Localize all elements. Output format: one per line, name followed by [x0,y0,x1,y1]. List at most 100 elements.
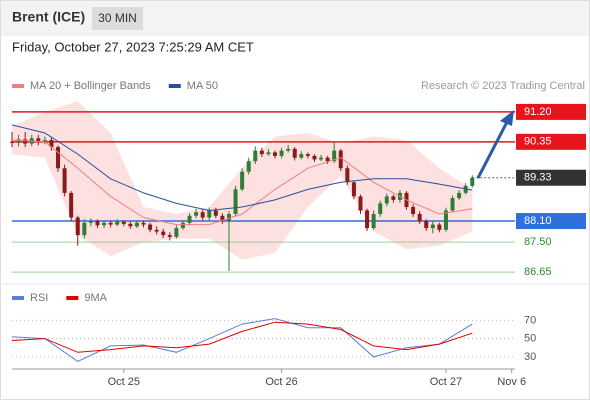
candle-body [141,222,146,225]
level-label: 89.33 [524,172,552,184]
candle-body [253,150,258,162]
candle-body [233,189,238,214]
candle-body [226,213,231,222]
candle-body [161,231,166,236]
candle-body [358,196,363,211]
level-label: 86.65 [524,266,552,278]
candle-body [167,235,172,237]
candle-body [457,192,462,199]
candle-body [82,222,87,236]
candle-body [49,140,54,148]
candle-body [220,215,225,222]
candle-body [391,196,396,200]
candle-body [213,210,218,216]
candle-body [154,229,159,232]
series-line [11,318,473,362]
candle-body [443,210,448,230]
candle-body [10,141,14,143]
candle-body [259,150,264,155]
y-tick-label: 30 [524,351,536,363]
legend-label: 9MA [84,292,107,304]
candle-body [371,213,376,229]
x-tick-label: Oct 26 [265,376,297,388]
level-label: 91.20 [524,106,552,118]
candle-body [62,168,67,193]
header-bar [0,0,590,36]
candle-body [75,217,80,236]
subtitle: Friday, October 27, 2023 7:25:29 AM CET [12,39,254,54]
y-tick-label: 50 [524,333,536,345]
legend-swatch [66,296,79,300]
candle-body [56,147,61,169]
candle-body [378,203,383,214]
candle-body [312,155,317,160]
candle-body [200,212,205,218]
candle-body [450,198,455,211]
source: Research © 2023 Trading Central [421,80,585,92]
candle-body [95,221,100,226]
legend-label: RSI [30,292,48,304]
candle-body [384,196,389,204]
series-line [11,139,473,226]
candle-body [325,157,330,162]
candle-body [351,182,356,197]
candle-body [174,228,179,237]
candle-body [23,139,28,144]
candle-body [240,171,245,190]
candle-body [430,224,435,229]
candle-body [115,221,120,225]
forecast-arrowhead [500,110,514,126]
candle-body [437,224,442,230]
candle-body [305,154,310,156]
level-label: 88.10 [524,215,552,227]
timeframe: 30 MIN [98,11,137,25]
candle-body [417,213,422,222]
candle-body [121,221,126,224]
legend-label: MA 50 [187,80,218,92]
candle-body [332,150,337,162]
y-tick-label: 70 [524,314,536,326]
candle-body [36,138,41,142]
candle-body [424,221,429,229]
candle-body [42,140,47,142]
candle-body [345,168,350,183]
chart-title: Brent (ICE) [12,9,85,25]
level-box [516,133,586,150]
candle-body [128,223,133,227]
candle-body [279,150,284,156]
level-label: 87.50 [524,236,552,248]
candle-body [134,222,139,227]
candle-body [273,152,278,156]
candle-body [102,222,107,226]
candle-body [194,212,199,216]
series-line [11,321,473,353]
candle-body [148,224,153,230]
candle-body [411,206,416,214]
forecast-arrow [476,121,509,179]
series-line [11,124,473,212]
candle-body [266,152,271,155]
candle-body [88,221,93,223]
candle-body [365,210,370,229]
candle-body [286,148,291,151]
candle-body [299,154,304,158]
x-tick-label: Nov 6 [497,376,526,388]
level-box [516,103,586,120]
legend-swatch [12,296,24,300]
candle-body [292,148,297,158]
candle-body [207,210,212,218]
candle-body [108,222,113,225]
level-label: 90.35 [524,136,552,148]
level-box [516,213,586,230]
candle-body [246,161,251,172]
legend-swatch [168,84,181,88]
level-box [516,169,586,186]
timeframe-box [92,7,143,30]
legend-label: MA 20 + Bollinger Bands [30,80,151,92]
plot: 91.20 90.35 89.33 88.10 87.50 86.65 MA 20 + Bo… [10,80,586,388]
candle-body [16,139,21,143]
x-tick-label: Oct 27 [430,376,462,388]
candle-body [470,177,475,186]
candle-body [69,192,74,218]
